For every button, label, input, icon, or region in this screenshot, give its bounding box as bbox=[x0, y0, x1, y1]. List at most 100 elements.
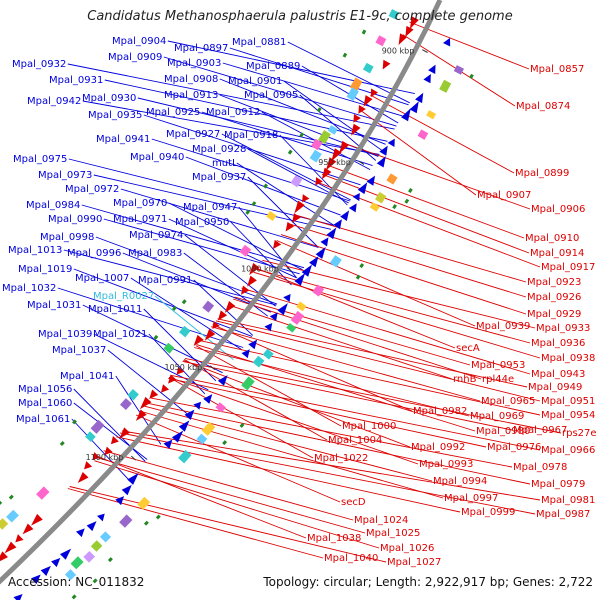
minus-gene-label: Mpal_0907 bbox=[477, 190, 531, 201]
plus-strand-gene-arrow bbox=[277, 303, 288, 316]
minus-gene-label: Mpal_0857 bbox=[530, 64, 584, 75]
plus-gene-label: Mpal_0990 bbox=[48, 214, 102, 225]
minus-strand-feature-block bbox=[119, 398, 132, 411]
plus-label-leader bbox=[120, 188, 319, 248]
plus-gene-label: Mpal_0903 bbox=[167, 58, 221, 69]
minus-strand-gene-arrow bbox=[168, 374, 177, 384]
minus-strand-gene-arrow bbox=[302, 194, 310, 203]
minus-gene-label: Mpal_0874 bbox=[516, 101, 570, 112]
minus-gene-label: Mpal_0926 bbox=[527, 292, 581, 303]
minus-gene-label: Mpal_0951 bbox=[541, 396, 595, 407]
minus-label-leader bbox=[217, 318, 528, 388]
plus-strand-gene-arrow bbox=[320, 237, 329, 247]
minus-label-leader bbox=[94, 460, 380, 549]
minus-gene-label: secA bbox=[456, 343, 480, 354]
minus-gene-label: secD bbox=[341, 497, 366, 508]
plus-gene-label: Mpal_0972 bbox=[65, 184, 119, 195]
plus-gene-label: Mpal_0912 bbox=[206, 107, 260, 118]
minus-strand-feature-block bbox=[311, 138, 323, 151]
minus-gene-label: Mpal_0906 bbox=[531, 204, 585, 215]
plus-label-leader bbox=[193, 279, 254, 336]
minus-gene-label: rnhB bbox=[453, 374, 477, 385]
plus-strand-feature-block bbox=[201, 421, 216, 436]
minus-strand-marker bbox=[153, 334, 159, 340]
minus-label-leader bbox=[168, 377, 487, 448]
plus-strand-feature-block bbox=[439, 79, 452, 93]
minus-strand-gene-arrow bbox=[31, 513, 43, 526]
plus-strand-gene-arrow bbox=[193, 401, 202, 410]
tick-mark bbox=[422, 49, 428, 53]
minus-strand-marker bbox=[342, 52, 348, 58]
minus-label-leader bbox=[168, 376, 314, 459]
plus-strand-feature-block bbox=[312, 284, 325, 297]
minus-gene-label: Mpal_0982 bbox=[413, 406, 467, 417]
plus-strand-gene-arrow bbox=[283, 293, 291, 303]
plus-gene-label: Mpal_1056 bbox=[18, 384, 72, 395]
plus-strand-marker bbox=[404, 198, 410, 204]
minus-gene-label: Mpal_0949 bbox=[528, 382, 582, 393]
minus-label-leader bbox=[228, 304, 453, 380]
plus-strand-gene-arrow bbox=[40, 565, 51, 576]
minus-label-leader bbox=[288, 223, 527, 298]
plus-strand-marker bbox=[222, 440, 228, 446]
minus-strand-marker bbox=[245, 209, 251, 215]
minus-strand-marker bbox=[181, 299, 187, 305]
minus-strand-gene-arrow bbox=[119, 427, 131, 439]
plus-strand-gene-arrow bbox=[294, 273, 306, 286]
minus-strand-gene-arrow bbox=[135, 409, 147, 421]
plus-label-leader bbox=[222, 62, 403, 117]
plus-gene-label: Mpal_0889 bbox=[246, 61, 300, 72]
minus-gene-label: rps27e bbox=[562, 428, 597, 439]
plus-gene-label: Mpal_0904 bbox=[112, 36, 166, 47]
plus-gene-label: Mpal_1041 bbox=[60, 371, 114, 382]
minus-strand-gene-arrow bbox=[104, 446, 113, 456]
minus-label-leader bbox=[232, 298, 482, 380]
minus-label-leader bbox=[168, 376, 419, 465]
minus-label-leader bbox=[280, 234, 527, 315]
minus-label-leader bbox=[139, 410, 444, 499]
minus-strand-feature-block bbox=[290, 175, 303, 188]
minus-strand-marker bbox=[299, 132, 305, 138]
plus-strand-gene-arrow bbox=[387, 138, 395, 148]
minus-label-leader bbox=[276, 240, 476, 327]
plus-strand-marker bbox=[408, 188, 413, 193]
minus-label-leader bbox=[321, 173, 530, 254]
plus-strand-gene-arrow bbox=[248, 339, 258, 350]
minus-strand-gene-arrow bbox=[204, 329, 216, 341]
plus-label-leader bbox=[71, 418, 129, 480]
plus-gene-label: Mpal_0918 bbox=[224, 130, 278, 141]
minus-strand-gene-arrow bbox=[0, 551, 8, 564]
plus-label-leader bbox=[103, 218, 300, 275]
minus-gene-label: Mpal_1026 bbox=[380, 543, 434, 554]
minus-strand-feature-block bbox=[0, 518, 9, 530]
minus-label-leader bbox=[96, 457, 366, 534]
minus-gene-label: Mpal_0936 bbox=[531, 338, 585, 349]
minus-label-leader bbox=[151, 397, 513, 468]
minus-label-leader bbox=[241, 287, 531, 375]
minus-strand-feature-block bbox=[327, 125, 338, 135]
minus-label-leader bbox=[234, 296, 471, 366]
plus-strand-feature-block bbox=[64, 569, 77, 581]
minus-strand-gene-arrow bbox=[149, 389, 159, 400]
plus-strand-feature-block bbox=[252, 355, 265, 368]
plus-gene-label: Mpal_0925 bbox=[146, 107, 200, 118]
minus-label-leader bbox=[294, 214, 527, 283]
tick-mark bbox=[358, 160, 365, 165]
minus-strand-marker bbox=[263, 183, 268, 189]
plus-label-leader bbox=[93, 174, 332, 230]
tick-mark bbox=[130, 455, 137, 461]
tick-label: 1000 kbp bbox=[241, 265, 279, 274]
gene-labels: Mpal_0904 Mpal_0897 Mpal_0881 Mpal_0932 Mpal… bbox=[2, 36, 597, 568]
minus-label-leader bbox=[146, 402, 531, 485]
plus-strand-feature-block bbox=[178, 449, 192, 464]
minus-label-leader bbox=[116, 436, 461, 513]
plus-strand-gene-arrow bbox=[96, 513, 105, 522]
plus-gene-label: Mpal_1019 bbox=[18, 264, 72, 275]
accession-text: Accession: NC_011832 bbox=[8, 575, 145, 589]
plus-label-leader bbox=[57, 287, 244, 348]
plus-strand-feature-block bbox=[119, 514, 133, 528]
plus-strand-feature-block bbox=[83, 550, 96, 563]
minus-strand-gene-arrow bbox=[176, 366, 185, 375]
minus-strand-gene-arrow bbox=[139, 396, 152, 410]
plus-label-leader bbox=[154, 295, 234, 360]
